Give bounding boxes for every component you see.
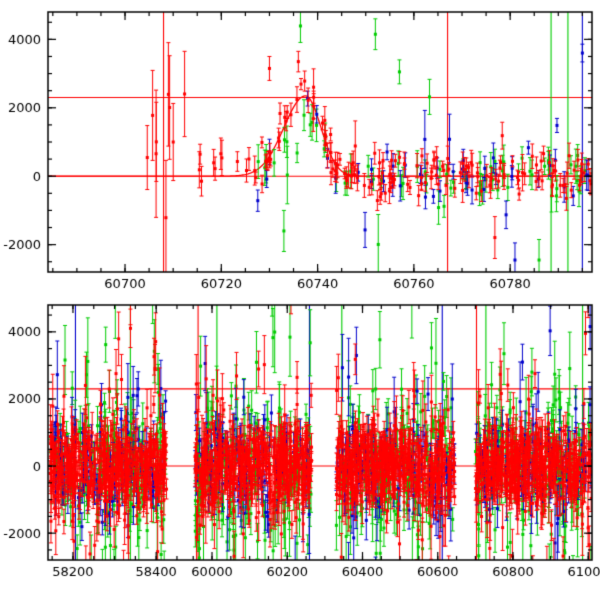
flare-zoom-panel-chart (0, 0, 600, 300)
full-baseline-panel-chart (0, 300, 600, 600)
